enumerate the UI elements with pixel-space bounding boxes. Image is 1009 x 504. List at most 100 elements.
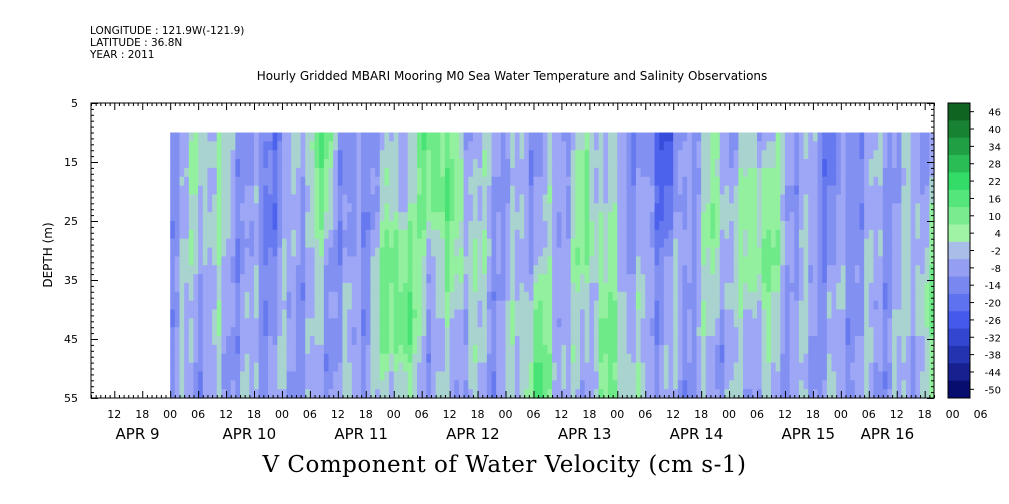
heat-cell xyxy=(333,221,339,231)
heat-cell xyxy=(822,176,828,187)
heat-cell xyxy=(482,221,488,231)
heat-cell xyxy=(929,141,935,151)
heat-cell xyxy=(184,327,190,337)
heat-cell xyxy=(738,300,744,311)
heat-cell xyxy=(845,362,851,373)
heat-cell xyxy=(612,176,618,187)
heat-cell xyxy=(491,344,497,355)
heat-cell xyxy=(207,380,213,390)
heat-cell xyxy=(463,256,469,266)
heat-cell xyxy=(491,185,497,196)
heat-cell xyxy=(347,353,353,364)
heat-cell xyxy=(272,389,278,399)
heat-cell xyxy=(589,141,595,151)
heat-cell xyxy=(603,159,609,169)
heat-cell xyxy=(514,371,521,381)
heat-cell xyxy=(519,344,525,355)
heat-cell xyxy=(566,318,572,328)
heat-cell xyxy=(375,221,381,231)
heat-cell xyxy=(519,194,525,204)
heat-cell xyxy=(808,309,814,319)
heat-cell xyxy=(663,176,670,187)
heat-cell xyxy=(193,380,199,390)
heat-cell xyxy=(174,132,181,142)
heat-cell xyxy=(309,353,316,364)
heat-cell xyxy=(845,291,851,302)
heat-cell xyxy=(174,309,181,319)
heat-cell xyxy=(794,291,800,302)
heat-cell xyxy=(333,274,339,284)
heat-cell xyxy=(705,238,712,249)
heat-cell xyxy=(267,167,274,178)
heat-cell xyxy=(370,336,376,346)
heat-cell xyxy=(281,167,288,178)
heat-cell xyxy=(556,256,563,266)
heat-cell xyxy=(840,203,847,213)
heat-cell xyxy=(789,265,795,275)
heat-cell xyxy=(920,300,926,311)
heat-cell xyxy=(435,309,441,319)
heat-cell xyxy=(300,256,306,266)
heat-cell xyxy=(365,291,372,302)
heat-cell xyxy=(896,176,902,187)
heat-cell xyxy=(747,159,753,169)
heat-cell xyxy=(817,344,823,355)
heat-cell xyxy=(887,309,893,319)
heat-cell xyxy=(170,327,176,337)
heat-cell xyxy=(901,150,907,160)
heat-cell xyxy=(635,371,642,381)
heat-cell xyxy=(444,212,451,222)
heat-cell xyxy=(845,150,851,160)
heat-cell xyxy=(589,389,595,399)
heat-cell xyxy=(691,203,698,213)
heat-cell xyxy=(822,291,828,302)
heat-cell xyxy=(426,371,432,381)
heat-cell xyxy=(621,256,628,266)
heat-cell xyxy=(444,309,451,319)
heat-cell xyxy=(230,203,236,213)
heat-cell xyxy=(840,300,847,311)
heat-cell xyxy=(761,229,767,240)
heat-cell xyxy=(566,247,572,257)
heat-cell xyxy=(757,141,763,151)
heat-cell xyxy=(347,309,353,319)
heat-cell xyxy=(812,344,819,355)
heat-cell xyxy=(784,371,791,381)
heat-cell xyxy=(836,150,842,160)
heat-cell xyxy=(212,176,218,187)
heat-cell xyxy=(822,265,828,275)
heat-cell xyxy=(733,159,739,169)
heat-cell xyxy=(691,212,698,222)
heat-cell xyxy=(212,336,218,346)
heat-cell xyxy=(659,141,665,151)
heat-cell xyxy=(430,353,437,364)
heat-cell xyxy=(798,371,805,381)
heat-cell xyxy=(510,300,516,311)
heat-cell xyxy=(496,150,502,160)
heat-cell xyxy=(291,336,297,346)
heat-cell xyxy=(649,344,656,355)
heat-cell xyxy=(361,256,367,266)
heat-cell xyxy=(649,159,656,169)
heat-cell xyxy=(538,167,544,178)
heat-cell xyxy=(561,380,567,390)
heat-cell xyxy=(421,344,427,355)
heat-cell xyxy=(887,344,893,355)
heat-cell xyxy=(370,362,376,373)
heat-cell xyxy=(230,185,236,196)
heat-cell xyxy=(607,141,614,151)
heat-cell xyxy=(864,362,870,373)
heat-cell xyxy=(188,176,195,187)
heat-cell xyxy=(216,327,223,337)
heat-cell xyxy=(910,274,916,284)
heat-cell xyxy=(631,221,637,231)
heat-cell xyxy=(463,238,469,249)
heat-cell xyxy=(212,380,218,390)
heat-cell xyxy=(654,229,660,240)
heat-cell xyxy=(305,212,311,222)
heat-cell xyxy=(770,274,777,284)
heat-cell xyxy=(840,371,847,381)
heat-cell xyxy=(887,336,893,346)
heat-cell xyxy=(640,389,646,399)
heat-cell xyxy=(906,389,912,399)
